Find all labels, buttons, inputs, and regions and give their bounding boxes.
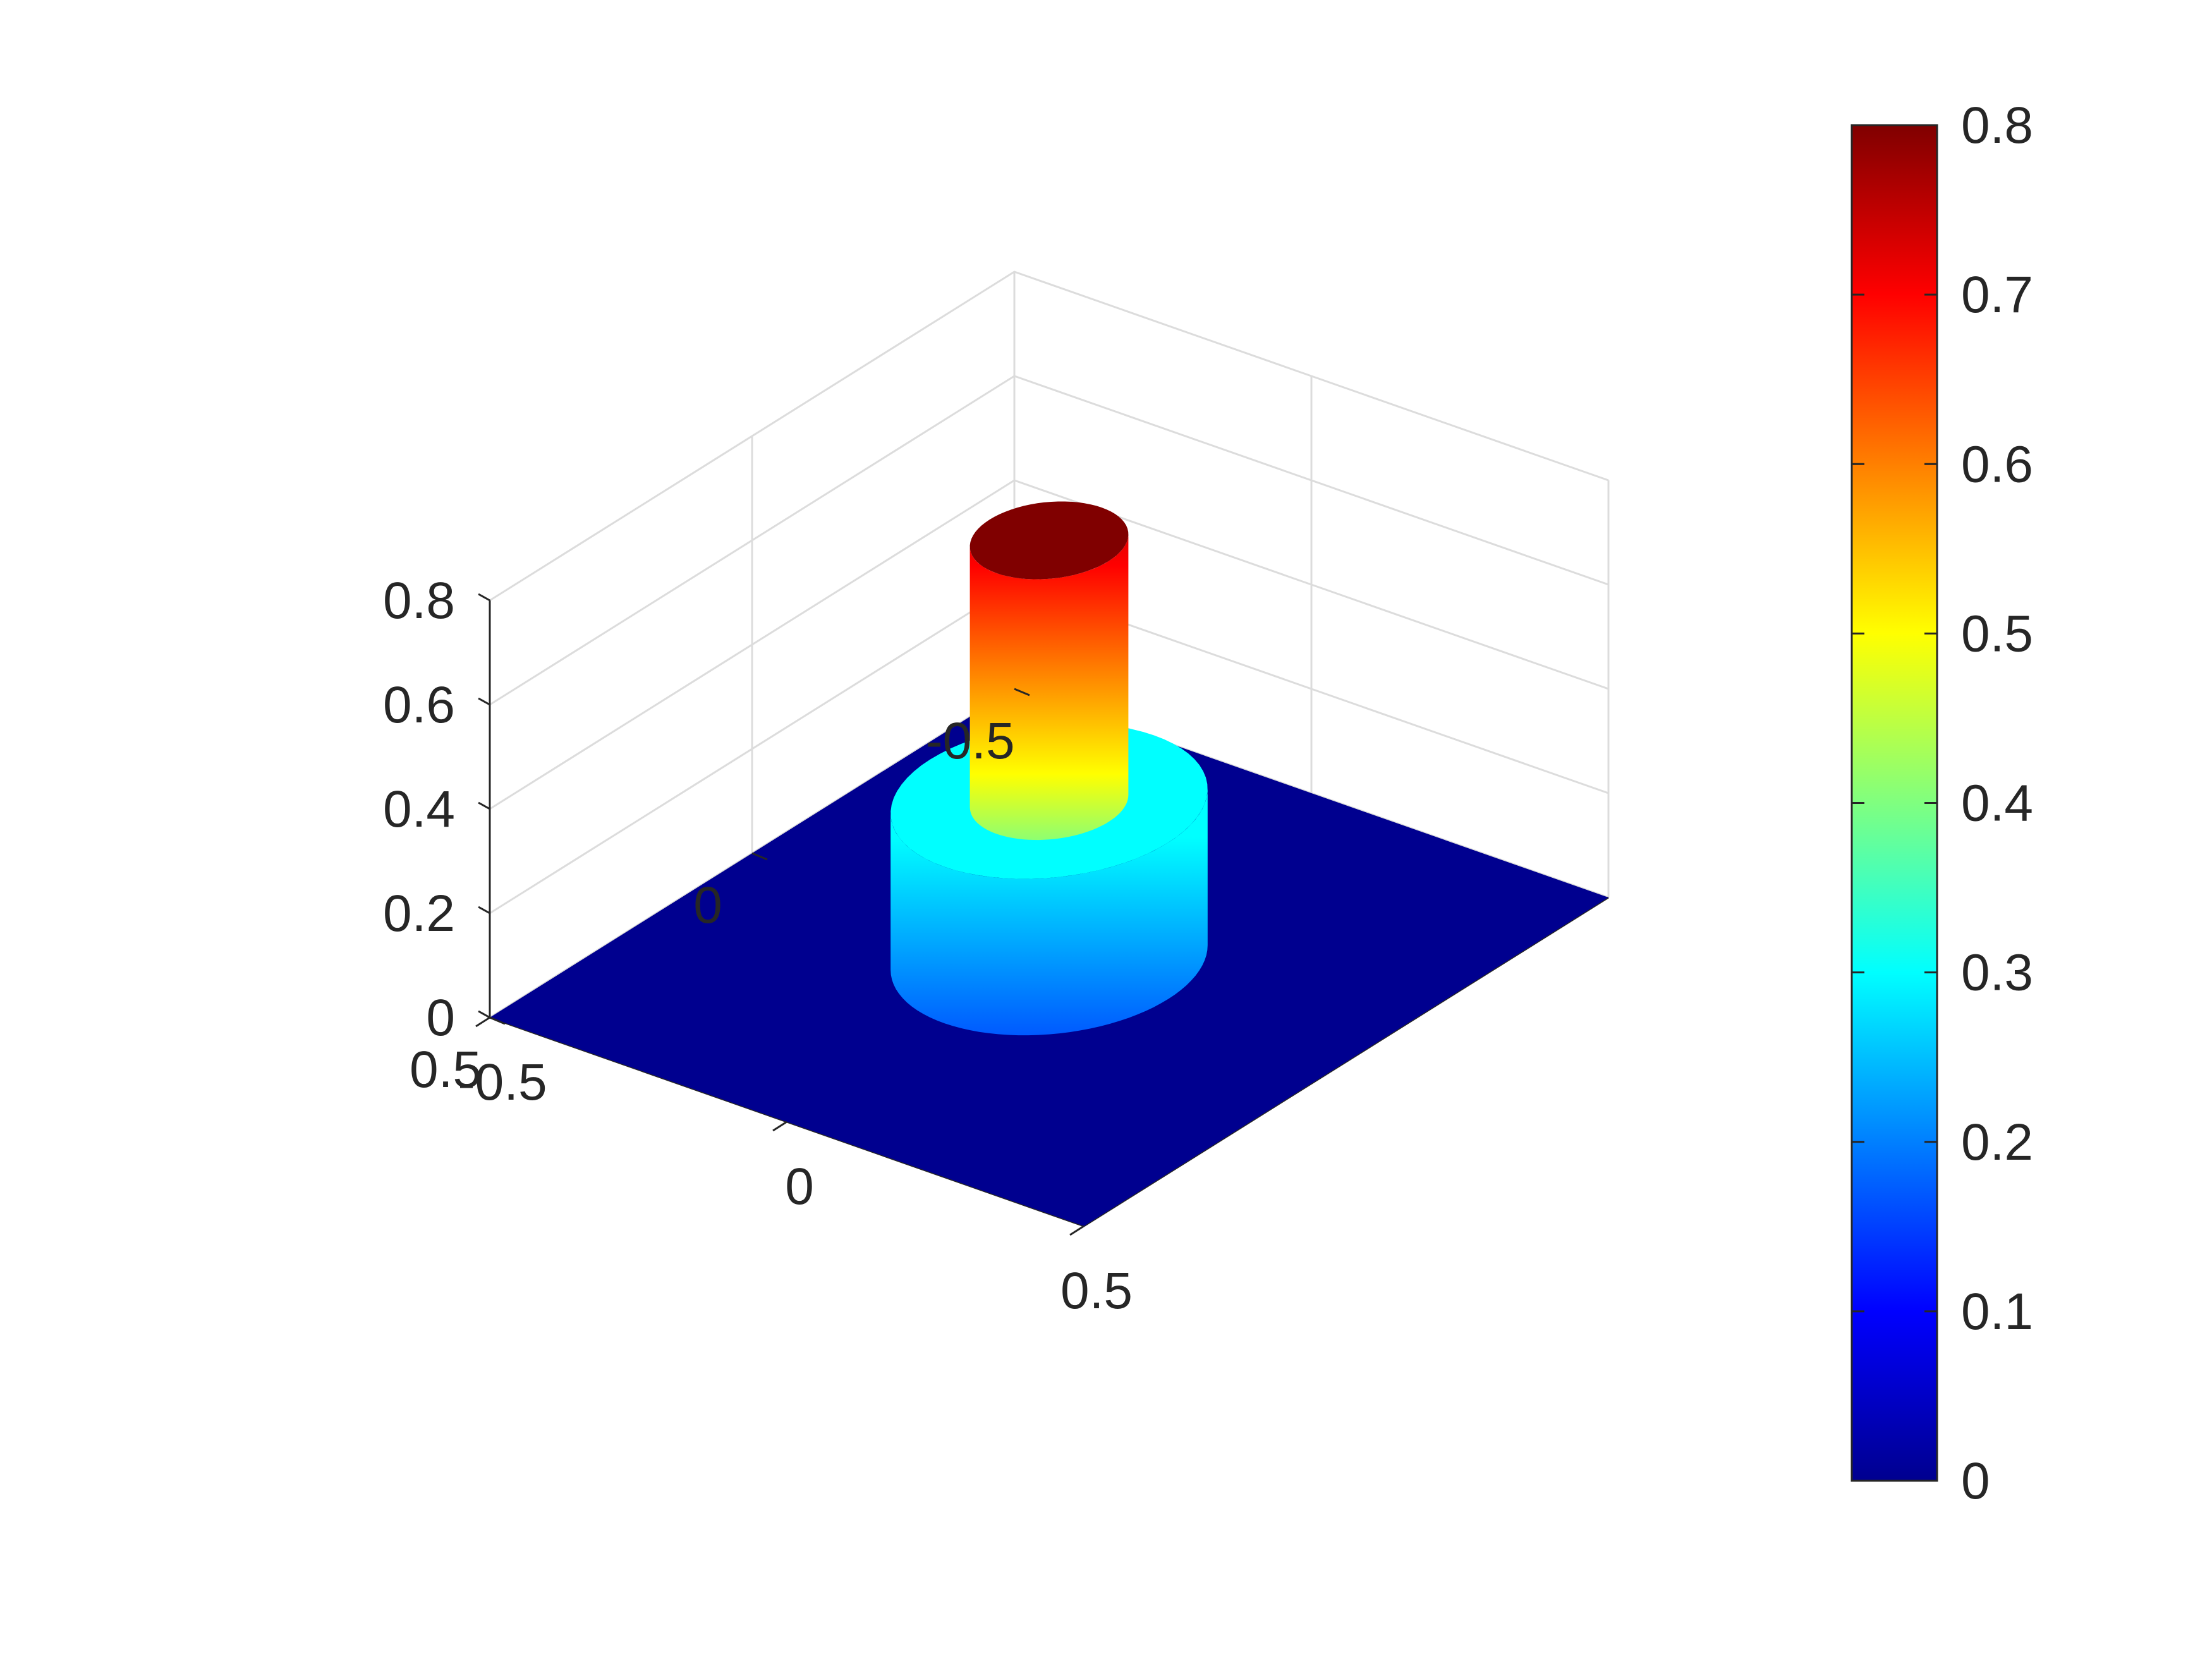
colorbar-labels: 0 0.1 0.2 0.3 0.4 0.5 0.6 0.7 0.8 [1961, 97, 2033, 1510]
y-tick-label: 0 [693, 877, 722, 934]
z-tick-label: 0 [426, 989, 455, 1047]
x-tick [772, 1121, 787, 1132]
y-tick [751, 852, 768, 861]
x-tick-label: 0.5 [1060, 1262, 1133, 1320]
tier-wall-2 [969, 534, 1129, 841]
tier-cap-2 [969, 501, 1129, 580]
y-tick [1014, 688, 1030, 696]
z-tick-labels: 0 0.2 0.4 0.6 0.8 [383, 572, 490, 1047]
x-tick [1069, 1225, 1085, 1236]
colorbar-tick-label: 0.8 [1961, 97, 2033, 154]
x-tick-label: 0 [785, 1158, 814, 1215]
colorbar-tick-label: 0.4 [1961, 775, 2033, 832]
x-tick-labels: -0.5 0 0.5 [458, 1016, 1133, 1320]
z-tick-label: 0.4 [383, 781, 455, 838]
colorbar-ticks [1852, 124, 1937, 1482]
tier-wall-1 [890, 789, 1208, 1036]
colorbar-fill [1850, 124, 1938, 1482]
z-tick [478, 593, 490, 602]
colorbar-tick-label: 0.7 [1961, 266, 2033, 324]
z-tick [478, 1010, 490, 1019]
z-tick-label: 0.2 [383, 885, 455, 942]
y-tick-labels: -0.500.5 [410, 688, 1030, 1098]
x-tick-label: -0.5 [458, 1054, 547, 1111]
colorbar: 0 0.1 0.2 0.3 0.4 0.5 0.6 0.7 0.8 [1850, 97, 2033, 1510]
colorbar-tick-label: 0.1 [1961, 1283, 2033, 1340]
y-tick-label: 0.5 [410, 1041, 482, 1098]
stepped-cylinder-surface [890, 501, 1208, 1036]
colorbar-tick-label: 0 [1961, 1452, 1990, 1510]
z-tick [478, 801, 490, 810]
z-tick [478, 697, 490, 706]
colorbar-tick-label: 0.3 [1961, 944, 2033, 1002]
z-tick-label: 0.8 [383, 572, 455, 629]
z-tick-label: 0.6 [383, 676, 455, 734]
y-tick [489, 1016, 506, 1025]
colorbar-tick-label: 0.2 [1961, 1114, 2033, 1171]
x-tick [475, 1016, 490, 1028]
colorbar-tick-label: 0.5 [1961, 605, 2033, 662]
y-tick-label: -0.5 [925, 712, 1014, 770]
colorbar-tick-label: 0.6 [1961, 435, 2033, 493]
z-tick [478, 906, 490, 915]
